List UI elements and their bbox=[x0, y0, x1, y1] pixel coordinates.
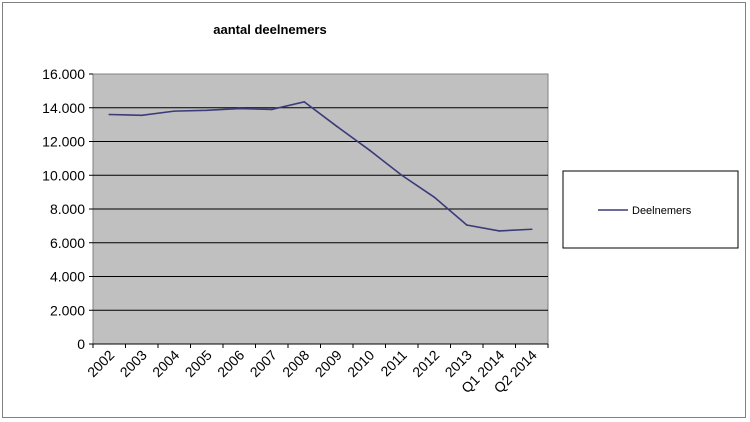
data-point bbox=[498, 230, 501, 232]
x-tick-label: 2004 bbox=[149, 347, 182, 380]
x-tick-label: 2002 bbox=[84, 347, 117, 380]
legend: Deelnemers bbox=[562, 170, 739, 249]
x-tick-label: 2009 bbox=[312, 347, 345, 380]
data-point bbox=[368, 149, 371, 151]
y-tick-label: 8.000 bbox=[50, 201, 85, 217]
y-axis: 0 2.000 4.000 6.000 8.000 10.000 12.000 14.000 1… bbox=[42, 66, 93, 352]
y-tick-label: 16.000 bbox=[42, 66, 85, 82]
series-group bbox=[108, 100, 533, 232]
data-point bbox=[108, 113, 111, 116]
legend-label-deelnemers: Deelnemers bbox=[632, 205, 692, 217]
data-point bbox=[335, 125, 338, 128]
data-point bbox=[465, 224, 468, 226]
chart-title: aantal deelnemers bbox=[213, 22, 326, 37]
x-tick-label: 2010 bbox=[344, 347, 377, 380]
y-tick-label: 6.000 bbox=[50, 235, 85, 251]
y-tick-label: 14.000 bbox=[42, 100, 85, 116]
legend-box bbox=[562, 170, 739, 249]
x-tick-label: 2008 bbox=[279, 347, 312, 380]
data-point bbox=[303, 101, 306, 103]
data-point bbox=[400, 174, 403, 177]
x-axis: 2002 2003 2004 2005 2006 2007 2008 2009 2010 2011… bbox=[84, 343, 549, 396]
data-point bbox=[238, 107, 241, 110]
series-line-deelnemers bbox=[109, 100, 532, 232]
y-tick-label: 4.000 bbox=[50, 269, 85, 285]
x-tick-label: 2012 bbox=[409, 347, 442, 380]
x-tick-label: 2006 bbox=[214, 347, 247, 380]
y-tick-label: 12.000 bbox=[42, 134, 85, 150]
x-tick-label: 2011 bbox=[377, 347, 410, 380]
grid-lines bbox=[93, 107, 548, 311]
y-tick-label: 10.000 bbox=[42, 167, 85, 183]
data-point bbox=[530, 228, 533, 231]
x-tick-label: 2005 bbox=[182, 347, 215, 380]
y-tick-label: 2.000 bbox=[50, 302, 85, 318]
data-point bbox=[173, 110, 176, 112]
x-tick-label: 2007 bbox=[247, 347, 280, 380]
data-point bbox=[205, 109, 208, 112]
x-tick-label: 2003 bbox=[117, 347, 150, 380]
y-tick-label: 0 bbox=[77, 336, 85, 352]
data-point bbox=[140, 114, 143, 117]
data-point bbox=[270, 108, 273, 111]
data-point bbox=[433, 196, 436, 198]
